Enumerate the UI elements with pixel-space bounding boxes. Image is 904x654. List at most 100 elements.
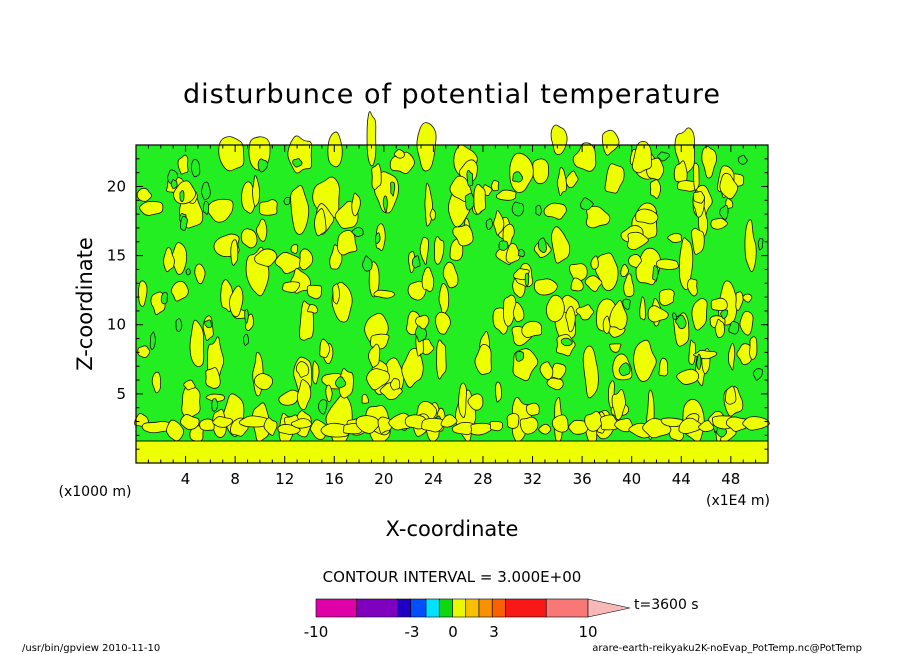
- contour-region: [257, 158, 268, 173]
- contour-region: [205, 393, 225, 402]
- contour-region: [366, 368, 390, 391]
- contour-region: [618, 362, 631, 377]
- contour-region: [393, 149, 405, 159]
- contour-region: [710, 297, 728, 311]
- contour-region: [688, 339, 696, 365]
- contour-region: [506, 412, 520, 429]
- contour-region: [719, 172, 739, 200]
- contour-region: [551, 226, 571, 264]
- contour-region: [263, 417, 278, 436]
- x-tick-label: 44: [672, 470, 691, 488]
- contour-region: [351, 227, 364, 237]
- contour-region: [611, 388, 626, 421]
- contour-region: [470, 422, 493, 436]
- contour-region: [639, 296, 646, 321]
- colorbar-segment: [410, 598, 427, 618]
- contour-region: [737, 154, 748, 165]
- colorbar-segment: [545, 598, 589, 618]
- contour-region: [296, 379, 312, 411]
- contour-region: [177, 154, 189, 175]
- contour-region: [325, 384, 333, 403]
- contour-region: [368, 261, 380, 298]
- contour-region: [667, 233, 682, 243]
- contour-region: [687, 278, 698, 297]
- contour-region: [374, 232, 381, 244]
- contour-region: [515, 350, 525, 362]
- contour-region: [139, 201, 164, 216]
- contour-region: [371, 163, 382, 190]
- contour-region: [511, 201, 524, 217]
- contour-region: [728, 342, 736, 371]
- x-tick-label: 4: [181, 470, 191, 488]
- contour-region: [590, 255, 599, 270]
- contour-region: [538, 423, 552, 435]
- y-tick-label: 10: [107, 316, 126, 334]
- x-tick-label: 8: [230, 470, 240, 488]
- contour-region: [752, 368, 764, 381]
- contour-region: [306, 304, 319, 314]
- contour-region: [719, 204, 729, 220]
- contour-region: [185, 268, 191, 276]
- contour-region: [489, 421, 504, 432]
- contour-region: [546, 377, 564, 391]
- colorbar-segment: [478, 598, 493, 618]
- contour-region: [585, 205, 611, 229]
- contour-region: [416, 122, 437, 172]
- contour-region: [647, 305, 669, 323]
- contour-region: [212, 416, 233, 428]
- contour-region: [556, 167, 567, 196]
- contour-region: [495, 381, 502, 403]
- contour-region: [517, 249, 525, 258]
- contour-region: [160, 291, 168, 305]
- contour-region: [572, 142, 597, 172]
- plot-area: [134, 111, 770, 464]
- contour-region: [408, 250, 416, 274]
- contour-region: [714, 318, 725, 339]
- contour-region: [390, 181, 396, 197]
- contour-region: [355, 415, 380, 434]
- x-tick-label: 16: [325, 470, 344, 488]
- contour-region: [620, 264, 629, 277]
- y-scale-label: (x1000 m): [59, 484, 132, 500]
- contour-region: [170, 281, 189, 302]
- contour-region: [181, 384, 201, 419]
- contour-region: [551, 414, 569, 433]
- footer-right: arare-earth-reikyaku2K-noEvap_PotTemp.nc…: [592, 643, 862, 654]
- contour-region: [512, 171, 523, 183]
- contour-region: [631, 140, 653, 174]
- contour-region: [229, 285, 244, 318]
- contour-region: [421, 266, 435, 292]
- contour-region: [254, 248, 278, 267]
- contour-region: [693, 162, 700, 191]
- contour-region: [533, 278, 558, 296]
- contour-region: [565, 170, 579, 189]
- contour-region: [676, 368, 700, 385]
- contour-region: [202, 200, 210, 215]
- contour-region: [137, 345, 151, 358]
- colorbar-segment: [505, 598, 547, 618]
- x-axis-label: X-coordinate: [386, 517, 519, 541]
- x-scale-label: (x1E4 m): [706, 493, 770, 509]
- colorbar-tick-label: 3: [489, 623, 499, 641]
- contour-region: [678, 417, 703, 434]
- colorbar-arrow: [587, 598, 631, 618]
- contour-region: [691, 298, 708, 331]
- contour-region: [652, 265, 659, 282]
- contour-region: [626, 231, 649, 251]
- contour-region: [189, 425, 204, 442]
- x-tick-label: 32: [523, 470, 542, 488]
- contour-region: [739, 310, 754, 336]
- contour-region: [519, 416, 539, 435]
- contour-region: [189, 319, 205, 368]
- contour-region: [434, 311, 451, 335]
- contour-region: [560, 337, 573, 347]
- contour-region: [314, 208, 327, 237]
- contour-region: [744, 219, 757, 272]
- x-tick-label: 24: [424, 470, 443, 488]
- contour-region: [633, 339, 657, 382]
- contour-region: [467, 393, 484, 411]
- contour-region: [543, 202, 567, 220]
- y-tick-label: 5: [116, 385, 126, 403]
